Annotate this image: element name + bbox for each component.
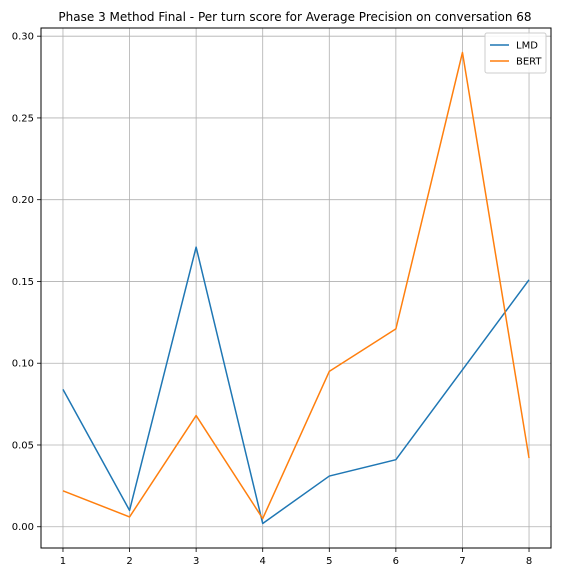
- series-line-lmd: [62, 246, 530, 525]
- legend-label-lmd: LMD: [516, 41, 538, 52]
- legend-box: [484, 32, 547, 74]
- y-tick-label: 0.25: [12, 113, 34, 124]
- x-tick-label: 2: [126, 556, 132, 567]
- x-tick-label: 1: [60, 556, 66, 567]
- y-tick-label: 0.10: [12, 359, 34, 370]
- y-tick-label: 0.20: [12, 195, 34, 206]
- legend: LMD BERT: [484, 32, 547, 74]
- y-tick-label: 0.05: [12, 440, 34, 451]
- chart-title: Phase 3 Method Final - Per turn score fo…: [58, 10, 531, 24]
- y-tick-label: 0.15: [12, 277, 34, 288]
- axis-ticks: 1 2 3 4 5 6 7 8 0.00 0.05 0.10 0.15 0.20 0.25 0.30: [12, 32, 532, 567]
- series-line-bert: [62, 51, 530, 520]
- x-tick-label: 5: [326, 556, 332, 567]
- y-tick-label: 0.00: [12, 522, 34, 533]
- x-tick-label: 4: [260, 556, 266, 567]
- plot-frame: [40, 27, 552, 549]
- legend-label-bert: BERT: [516, 57, 542, 68]
- x-tick-label: 3: [193, 556, 199, 567]
- series-layer: [62, 51, 530, 525]
- y-tick-label: 0.30: [12, 32, 34, 43]
- x-tick-label: 6: [393, 556, 399, 567]
- grid: [41, 28, 551, 548]
- x-tick-label: 7: [459, 556, 465, 567]
- x-tick-label: 8: [526, 556, 532, 567]
